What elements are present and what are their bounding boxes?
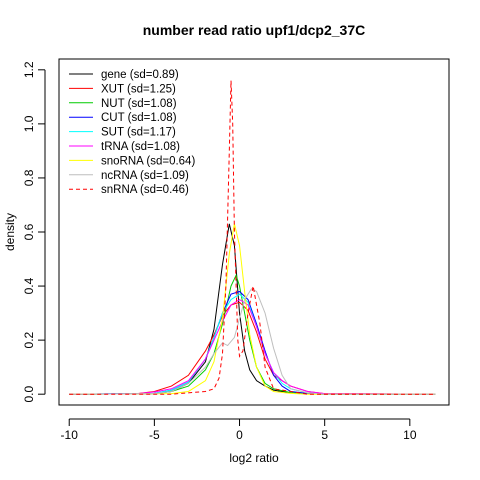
legend-label-6: snoRNA (sd=0.64) (101, 155, 195, 167)
plot-frame (58, 58, 450, 406)
x-tick-label: -5 (149, 428, 160, 442)
legend-label-7: ncRNA (sd=1.09) (101, 170, 189, 182)
legend-label-8: snRNA (sd=0.46) (101, 184, 189, 196)
y-tick-label: 0.0 (22, 386, 36, 403)
series-line-8 (69, 80, 436, 395)
x-tick-label: -10 (61, 428, 79, 442)
x-axis: -10 -5 0 5 10 (61, 418, 417, 442)
x-tick-label: 0 (236, 428, 243, 442)
series-line-6 (69, 223, 436, 395)
y-tick-label: 1.2 (22, 61, 36, 78)
legend-label-5: tRNA (sd=1.08) (101, 141, 180, 153)
y-tick-label: 0.6 (22, 223, 36, 240)
x-tick-label: 5 (321, 428, 328, 442)
series-layer (69, 80, 436, 395)
y-tick-label: 0.4 (22, 277, 36, 294)
y-axis-label: density (3, 213, 17, 251)
plot-area (69, 80, 436, 395)
series-line-5 (69, 298, 436, 395)
legend: gene (sd=0.89) XUT (sd=1.25) NUT (sd=1.08)… (69, 69, 195, 196)
series-line-7 (69, 288, 436, 395)
x-tick-label: 10 (403, 428, 417, 442)
legend-label-2: NUT (sd=1.08) (101, 98, 177, 110)
x-axis-label: log2 ratio (229, 451, 279, 465)
legend-label-1: XUT (sd=1.25) (101, 83, 176, 95)
legend-label-0: gene (sd=0.89) (101, 69, 179, 81)
legend-label-3: CUT (sd=1.08) (101, 112, 177, 124)
y-tick-label: 1.0 (22, 115, 36, 132)
series-line-2 (69, 273, 436, 395)
y-axis: 0.0 0.2 0.4 0.6 0.8 1.0 1.2 (22, 61, 46, 403)
y-tick-label: 0.8 (22, 169, 36, 186)
chart-title: number read ratio upf1/dcp2_37C (143, 22, 366, 38)
y-tick-label: 0.2 (22, 331, 36, 348)
legend-label-4: SUT (sd=1.17) (101, 127, 176, 139)
